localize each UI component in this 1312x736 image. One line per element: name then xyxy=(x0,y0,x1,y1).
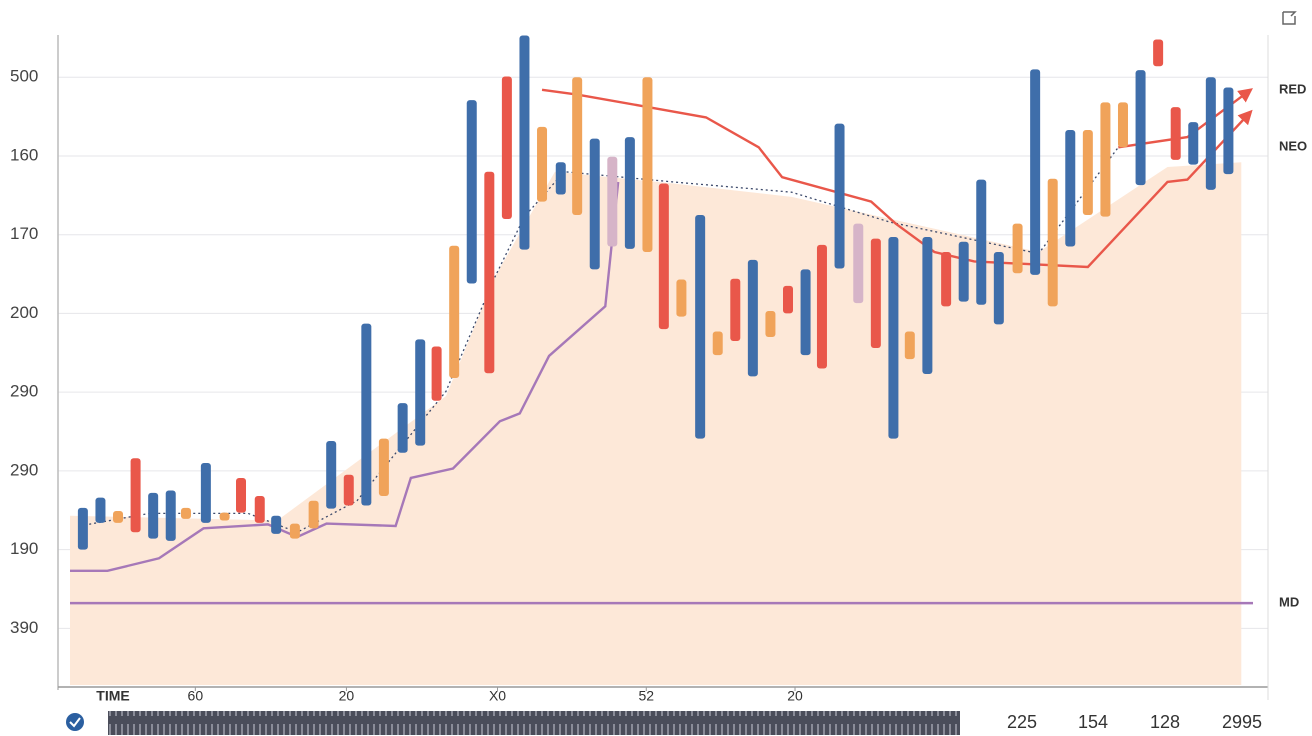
range-bar xyxy=(834,123,845,269)
range-bar xyxy=(1170,107,1181,160)
range-bar xyxy=(958,241,969,302)
y-tick-label: 290 xyxy=(10,460,38,479)
range-bar xyxy=(1188,122,1199,165)
range-bar xyxy=(1117,102,1128,148)
x-axis-label: TIME xyxy=(96,688,129,704)
range-bar xyxy=(148,492,159,539)
range-bar xyxy=(1065,129,1076,247)
range-bar xyxy=(254,496,265,523)
range-bar xyxy=(676,279,687,317)
range-bar xyxy=(870,238,881,349)
range-bar xyxy=(200,462,211,523)
range-bar xyxy=(922,237,933,375)
range-bar xyxy=(378,438,389,497)
y-tick-label: 290 xyxy=(10,382,38,401)
footer-value: 128 xyxy=(1150,712,1180,732)
footer-value: 225 xyxy=(1007,712,1037,732)
range-bar xyxy=(642,77,653,253)
line xyxy=(541,88,1253,269)
range-bar xyxy=(77,507,88,550)
range-bar xyxy=(658,183,669,330)
range-bar xyxy=(537,126,548,202)
range-bar xyxy=(1012,223,1023,274)
range-bar xyxy=(1100,102,1111,217)
range-bar xyxy=(113,511,124,523)
range-bar xyxy=(343,474,354,506)
range-bar xyxy=(816,244,827,369)
plot-area xyxy=(70,35,1253,685)
range-bar xyxy=(501,76,512,219)
range-bar xyxy=(1030,69,1041,275)
x-tick-label: 60 xyxy=(188,688,204,704)
time-scrollbar[interactable] xyxy=(108,711,960,735)
legend-label: RED xyxy=(1279,81,1306,96)
range-bar xyxy=(730,278,741,341)
range-bar xyxy=(624,137,635,249)
range-bar xyxy=(180,507,191,519)
range-bar xyxy=(165,490,176,541)
range-bar xyxy=(415,339,426,446)
range-bar xyxy=(555,162,566,195)
range-bar xyxy=(695,215,706,439)
range-bar xyxy=(308,500,319,529)
range-bar xyxy=(607,156,618,247)
range-bar xyxy=(1082,129,1093,216)
range-bar xyxy=(519,35,530,250)
footer-value: 154 xyxy=(1078,712,1108,732)
range-bar xyxy=(1223,87,1234,175)
y-tick-label: 160 xyxy=(10,145,38,164)
y-tick-label: 190 xyxy=(10,539,38,558)
expand-icon[interactable] xyxy=(1282,11,1297,25)
range-bar xyxy=(589,138,600,270)
range-bar xyxy=(466,100,477,284)
range-bar xyxy=(219,512,230,521)
range-bar xyxy=(236,477,247,513)
scrollbar-icon[interactable] xyxy=(66,713,84,731)
line xyxy=(70,181,620,573)
range-bar xyxy=(1135,70,1146,186)
range-bar xyxy=(712,331,723,356)
range-bar xyxy=(782,285,793,314)
range-bar xyxy=(326,440,337,509)
legend-label: NEO xyxy=(1279,139,1307,154)
range-bar xyxy=(888,237,899,439)
range-bar xyxy=(1205,77,1216,190)
range-bar xyxy=(130,458,141,533)
range-bar xyxy=(271,515,282,534)
range-bar xyxy=(361,323,372,506)
y-tick-label: 170 xyxy=(10,224,38,243)
x-tick-label: 52 xyxy=(638,688,654,704)
y-tick-label: 200 xyxy=(10,303,38,322)
range-bar xyxy=(941,252,952,307)
range-bar xyxy=(993,252,1004,325)
range-bar xyxy=(904,331,915,360)
range-bar xyxy=(1153,39,1164,67)
line xyxy=(79,146,1119,533)
y-tick-label: 390 xyxy=(10,618,38,637)
footer-value: 2995 xyxy=(1222,712,1262,732)
x-tick-label: 20 xyxy=(339,688,355,704)
range-bar xyxy=(289,523,300,539)
range-bar xyxy=(800,269,811,356)
y-tick-label: 500 xyxy=(10,67,38,86)
range-bar xyxy=(484,171,495,374)
x-tick-label: X0 xyxy=(489,688,506,704)
range-bar xyxy=(853,223,864,304)
legend-label: MD xyxy=(1279,595,1299,610)
range-bar xyxy=(397,403,408,453)
range-bar xyxy=(1047,178,1058,307)
range-bar xyxy=(747,259,758,377)
range-bar xyxy=(95,497,106,523)
x-tick-label: 20 xyxy=(787,688,803,704)
range-bar xyxy=(765,311,776,338)
range-bar xyxy=(449,245,460,378)
range-bar xyxy=(431,346,442,401)
scrollbar-icon-check xyxy=(69,717,81,728)
range-bar xyxy=(572,77,583,216)
range-bar xyxy=(976,179,987,305)
